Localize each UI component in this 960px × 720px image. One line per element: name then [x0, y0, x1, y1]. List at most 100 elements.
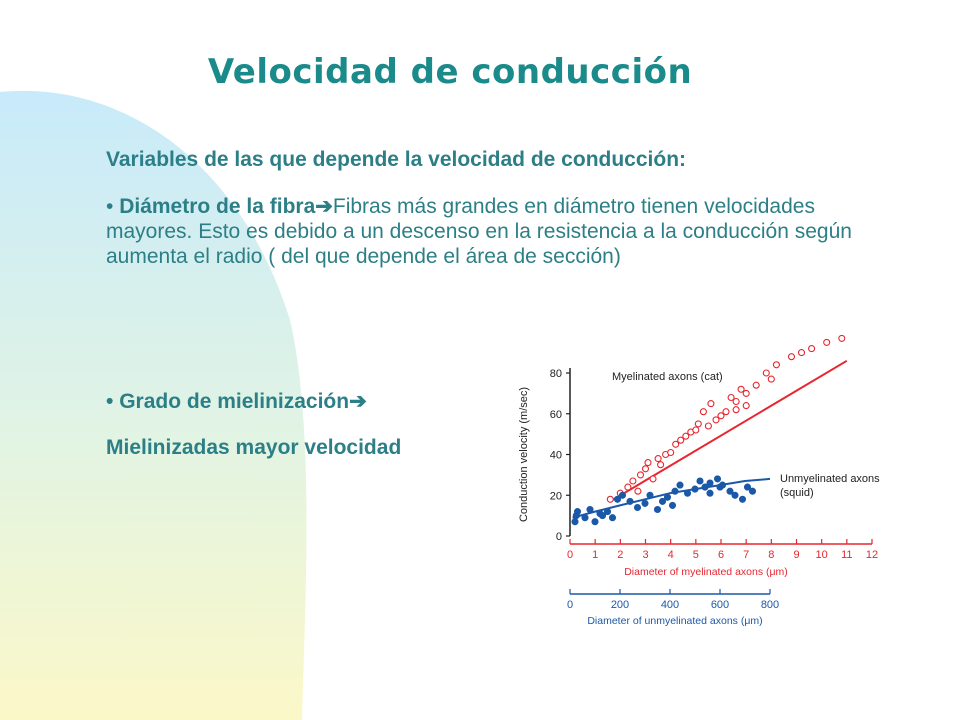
- arrow-right-icon: ➔: [349, 390, 367, 413]
- data-point-myelinated: [657, 461, 665, 469]
- y-axis-label: Conduction velocity (m/sec): [518, 387, 530, 522]
- data-point-myelinated: [644, 459, 652, 467]
- legend-unmyelinated-line1: Unmyelinated axons: [780, 473, 880, 485]
- data-point-unmyelinated: [613, 495, 622, 503]
- data-point-myelinated: [692, 426, 700, 434]
- bullet-diameter: • Diámetro de la fibra➔Fibras más grande…: [106, 194, 896, 269]
- data-point-unmyelinated: [603, 508, 612, 516]
- x-tick-label-myelinated: 12: [866, 549, 878, 561]
- x-axis-label-unmyelinated: Diameter of unmyelinated axons (μm): [587, 615, 762, 627]
- x-tick-label-myelinated: 0: [567, 549, 573, 561]
- data-point-unmyelinated: [676, 481, 684, 489]
- data-point-myelinated: [838, 334, 846, 342]
- data-point-myelinated: [654, 455, 662, 463]
- data-point-myelinated: [787, 353, 796, 361]
- data-point-unmyelinated: [626, 497, 634, 505]
- slide-heading: Variables de las que depende la velocida…: [106, 148, 687, 171]
- data-point-myelinated: [649, 475, 657, 483]
- data-point-myelinated: [694, 420, 702, 428]
- x-tick-label-myelinated: 1: [592, 549, 598, 561]
- data-point-myelinated: [727, 393, 735, 402]
- y-tick-label: 80: [550, 368, 562, 380]
- data-point-myelinated: [823, 338, 831, 346]
- data-point-unmyelinated: [748, 487, 757, 495]
- x-tick-label-myelinated: 6: [718, 549, 724, 561]
- x-tick-label-myelinated: 2: [617, 549, 623, 561]
- data-point-unmyelinated: [608, 514, 617, 522]
- bullet-marker: •: [106, 390, 114, 413]
- data-point-unmyelinated: [706, 479, 714, 487]
- data-point-myelinated: [797, 349, 806, 357]
- data-point-myelinated: [737, 385, 745, 393]
- data-point-myelinated: [742, 402, 750, 410]
- data-point-unmyelinated: [743, 483, 752, 491]
- data-point-myelinated: [772, 361, 780, 369]
- data-point-myelinated: [717, 412, 725, 420]
- data-point-unmyelinated: [716, 483, 724, 491]
- data-point-myelinated: [672, 440, 680, 448]
- x-tick-label-unmyelinated: 600: [711, 599, 729, 611]
- data-point-unmyelinated: [653, 505, 662, 514]
- x-tick-label-myelinated: 10: [816, 549, 828, 561]
- data-point-unmyelinated: [731, 491, 739, 499]
- x-tick-label-unmyelinated: 0: [567, 599, 573, 611]
- data-point-unmyelinated: [663, 493, 672, 501]
- data-point-unmyelinated: [706, 489, 714, 497]
- x-tick-label-myelinated: 11: [841, 549, 852, 561]
- data-point-myelinated: [707, 400, 715, 408]
- data-point-myelinated: [699, 408, 707, 416]
- bullet-myelination-label: Grado de mielinización: [119, 390, 350, 413]
- legend-unmyelinated-line2: (squid): [780, 487, 814, 499]
- myelinated-faster-line: Mielinizadas mayor velocidad: [106, 436, 402, 459]
- y-tick-label: 60: [550, 409, 562, 421]
- data-point-unmyelinated: [668, 501, 677, 509]
- slide-title: Velocidad de conducción: [207, 52, 693, 92]
- bullet-myelination: • Grado de mielinización➔: [106, 389, 496, 414]
- data-point-myelinated: [677, 436, 685, 444]
- bullet-diameter-bold: Diámetro de la fibra: [119, 195, 316, 218]
- data-point-myelinated: [682, 432, 690, 440]
- x-tick-label-unmyelinated: 200: [611, 599, 629, 611]
- data-point-unmyelinated: [726, 487, 734, 495]
- x-tick-label-myelinated: 3: [642, 549, 648, 561]
- data-point-unmyelinated: [738, 495, 747, 503]
- y-tick-label: 40: [550, 450, 562, 462]
- x-tick-label-myelinated: 7: [743, 549, 749, 561]
- data-point-unmyelinated: [713, 475, 722, 483]
- data-point-unmyelinated: [571, 518, 579, 526]
- x-tick-label-myelinated: 5: [693, 549, 699, 561]
- data-point-myelinated: [732, 397, 740, 406]
- data-point-unmyelinated: [691, 485, 699, 493]
- x-tick-label-unmyelinated: 400: [661, 599, 679, 611]
- data-point-unmyelinated: [641, 499, 649, 507]
- data-point-myelinated: [722, 408, 730, 416]
- data-point-myelinated: [808, 345, 816, 353]
- data-point-myelinated: [742, 389, 750, 397]
- data-point-myelinated: [704, 422, 712, 430]
- data-point-unmyelinated: [618, 491, 627, 499]
- data-point-unmyelinated: [633, 503, 642, 512]
- data-point-myelinated: [767, 375, 775, 383]
- trend-line-unmyelinated: [572, 477, 771, 519]
- data-point-unmyelinated: [671, 487, 679, 495]
- legend-myelinated: Myelinated axons (cat): [612, 371, 723, 383]
- data-point-unmyelinated: [701, 483, 709, 491]
- data-point-unmyelinated: [581, 514, 589, 522]
- data-point-unmyelinated: [646, 491, 654, 499]
- data-point-unmyelinated: [591, 518, 599, 526]
- data-point-unmyelinated: [658, 497, 667, 505]
- data-point-unmyelinated: [573, 508, 582, 516]
- data-point-unmyelinated: [586, 505, 594, 514]
- bullet-diameter-text: Fibras más grandes en diámetro tienen ve…: [106, 195, 852, 268]
- data-point-myelinated: [629, 477, 637, 485]
- arrow-right-icon: ➔: [315, 195, 333, 218]
- data-point-myelinated: [624, 483, 632, 491]
- data-point-myelinated: [667, 448, 675, 457]
- x-tick-label-myelinated: 4: [668, 549, 674, 561]
- data-point-unmyelinated: [598, 512, 607, 520]
- data-point-myelinated: [762, 369, 770, 377]
- data-point-myelinated: [752, 381, 760, 389]
- y-tick-label: 20: [550, 490, 562, 502]
